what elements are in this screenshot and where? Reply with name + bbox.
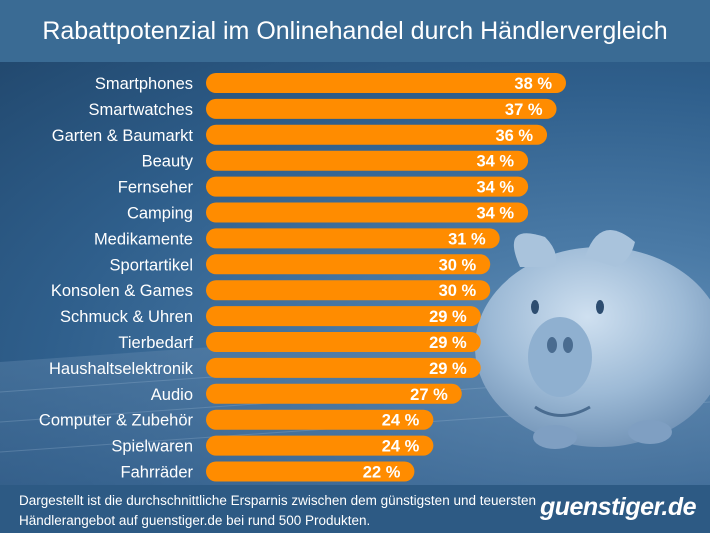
bar (206, 280, 491, 301)
bar (206, 73, 566, 93)
chart-header: Rabattpotenzial im Onlinehandel durch Hä… (0, 0, 710, 62)
bar (206, 409, 434, 430)
bar (206, 176, 529, 197)
value-label: 24 % (382, 412, 420, 430)
value-label: 29 % (429, 308, 467, 326)
category-label: Medikamente (94, 230, 193, 248)
bar (206, 98, 557, 119)
bar (206, 357, 481, 378)
category-label: Sportartikel (110, 256, 193, 274)
category-label: Beauty (142, 153, 194, 171)
bar (206, 332, 481, 352)
value-label: 30 % (439, 282, 477, 300)
chart-title: Rabattpotenzial im Onlinehandel durch Hä… (42, 16, 668, 45)
bar (206, 150, 529, 171)
category-label: Konsolen & Games (51, 282, 193, 300)
value-label: 38 % (514, 75, 552, 93)
category-label: Haushaltselektronik (49, 360, 194, 378)
category-label: Audio (151, 386, 193, 404)
bar (206, 461, 415, 482)
value-label: 30 % (439, 256, 477, 274)
bar (206, 435, 434, 456)
category-label: Computer & Zubehör (39, 412, 194, 430)
value-label: 34 % (476, 205, 514, 223)
value-label: 22 % (363, 464, 401, 482)
chart-area: Smartphones 38 % Smartwatches 37 % Garten & … (0, 62, 710, 485)
footnote: Dargestellt ist die durchschnittliche Er… (19, 493, 537, 528)
bar-chart: Smartphones 38 % Smartwatches 37 % Garten & … (39, 73, 566, 482)
value-label: 29 % (429, 334, 467, 352)
bar (206, 254, 491, 275)
category-label: Smartwatches (88, 101, 193, 119)
bar (206, 383, 462, 404)
bar (206, 124, 548, 145)
category-label: Fernseher (118, 179, 194, 197)
value-label: 29 % (429, 360, 467, 378)
category-label: Fahrräder (121, 464, 194, 482)
value-label: 34 % (476, 153, 514, 171)
category-label: Garten & Baumarkt (52, 127, 194, 145)
value-label: 34 % (476, 179, 514, 197)
value-label: 27 % (410, 386, 448, 404)
value-label: 36 % (495, 127, 533, 145)
category-label: Smartphones (95, 75, 193, 93)
bar (206, 306, 481, 327)
category-label: Spielwaren (111, 438, 193, 456)
value-label: 31 % (448, 230, 486, 248)
value-label: 24 % (382, 438, 420, 456)
value-label: 37 % (505, 101, 543, 119)
category-label: Tierbedarf (118, 334, 193, 352)
bar (206, 202, 529, 223)
category-label: Schmuck & Uhren (60, 308, 193, 326)
category-label: Camping (127, 205, 193, 223)
chart-footer: Dargestellt ist die durchschnittliche Er… (0, 485, 710, 533)
brand-logo: guenstiger.de (539, 493, 697, 521)
bar (206, 228, 500, 249)
